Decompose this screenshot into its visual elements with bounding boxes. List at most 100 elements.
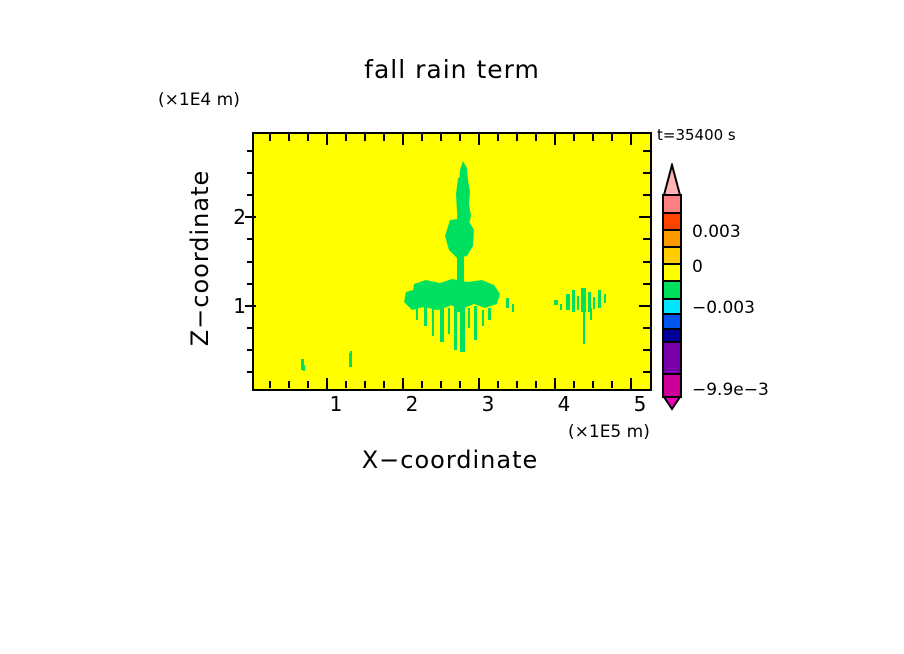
x-minor-tick-top [516, 134, 518, 141]
colorbar-band-over [662, 163, 682, 196]
x-minor-tick [288, 381, 290, 388]
x-major-tick [326, 378, 328, 389]
x-minor-tick-top [288, 134, 290, 141]
faint-speck-left [301, 359, 305, 371]
y-minor-tick [247, 238, 254, 240]
y-minor-tick [247, 150, 254, 152]
contour-field [254, 134, 650, 389]
x-minor-tick-top [535, 134, 537, 141]
y-minor-tick-right [643, 261, 650, 263]
colorbar-band [662, 229, 682, 248]
x-tick-label: 3 [481, 392, 495, 416]
x-minor-tick [497, 381, 499, 388]
y-minor-tick [247, 194, 254, 196]
x-minor-tick-top [421, 134, 423, 141]
x-major-tick [630, 378, 632, 389]
colorbar-band [662, 246, 682, 265]
y-major-tick [245, 216, 256, 218]
background-field [254, 134, 650, 389]
x-major-tick [402, 378, 404, 389]
x-major-tick-top [554, 134, 556, 145]
y-minor-tick [247, 349, 254, 351]
x-axis-title: X−coordinate [361, 446, 539, 474]
y-axis-title-text: Z−coordinate [186, 169, 214, 347]
x-minor-tick [516, 381, 518, 388]
colorbar-band [662, 313, 682, 330]
x-major-tick [478, 378, 480, 389]
x-minor-tick-top [497, 134, 499, 141]
x-minor-tick [592, 381, 594, 388]
colorbar-tick-label: −0.003 [692, 298, 755, 318]
x-minor-tick [307, 381, 309, 388]
x-minor-tick-top [440, 134, 442, 141]
secondary-rain-streaks [554, 288, 606, 344]
plot-area [252, 132, 652, 391]
colorbar-tick-label: 0 [692, 257, 703, 277]
colorbar-swatches [662, 163, 682, 411]
x-major-tick-top [402, 134, 404, 145]
colorbar-tick-label: −9.9e−3 [692, 380, 769, 400]
y-minor-tick-right [643, 238, 650, 240]
x-minor-tick-top [573, 134, 575, 141]
x-minor-tick [535, 381, 537, 388]
y-minor-tick-right [643, 172, 650, 174]
x-minor-tick [269, 381, 271, 388]
colorbar-band [662, 373, 682, 398]
x-minor-tick [459, 381, 461, 388]
x-minor-tick [440, 381, 442, 388]
colorbar-band-under [662, 396, 682, 411]
x-major-tick-top [326, 134, 328, 145]
y-minor-tick [247, 172, 254, 174]
x-tick-label: 2 [405, 392, 419, 416]
main-rain-plume [404, 161, 514, 352]
x-major-tick-top [478, 134, 480, 145]
colorbar-band [662, 298, 682, 315]
colorbar [660, 163, 684, 411]
x-minor-tick-top [364, 134, 366, 141]
y-minor-tick-right [643, 283, 650, 285]
x-minor-tick-top [383, 134, 385, 141]
colorbar-band [662, 328, 682, 343]
x-minor-tick [421, 381, 423, 388]
x-minor-tick-top [307, 134, 309, 141]
timestamp-label: t=35400 s [657, 126, 736, 144]
y-major-tick-right [639, 216, 650, 218]
y-minor-tick-right [643, 327, 650, 329]
x-minor-tick-top [345, 134, 347, 141]
colorbar-band [662, 212, 682, 231]
x-minor-tick-top [592, 134, 594, 141]
x-minor-tick-top [269, 134, 271, 141]
x-minor-tick [345, 381, 347, 388]
colorbar-tick-label: 0.003 [692, 222, 741, 242]
y-tick-label: 1 [233, 294, 246, 318]
faint-speck-mid-left [349, 351, 352, 367]
colorbar-band [662, 341, 682, 375]
y-minor-tick [247, 327, 254, 329]
y-minor-tick [247, 261, 254, 263]
x-minor-tick-top [459, 134, 461, 141]
colorbar-band [662, 280, 682, 300]
x-minor-tick [364, 381, 366, 388]
x-tick-label: 4 [557, 392, 571, 416]
y-minor-tick-right [643, 150, 650, 152]
x-tick-label: 1 [329, 392, 343, 416]
x-axis-units-label: (×1E5 m) [568, 422, 650, 442]
y-minor-tick [247, 283, 254, 285]
x-minor-tick [573, 381, 575, 388]
x-minor-tick [383, 381, 385, 388]
y-axis-title: Z−coordinate [186, 130, 214, 386]
x-minor-tick [611, 381, 613, 388]
y-minor-tick-right [643, 194, 650, 196]
x-major-tick [554, 378, 556, 389]
y-minor-tick [247, 371, 254, 373]
x-tick-label: 5 [633, 392, 647, 416]
colorbar-band [662, 263, 682, 282]
y-major-tick-right [639, 305, 650, 307]
y-major-tick [245, 305, 256, 307]
colorbar-band [662, 194, 682, 214]
y-minor-tick-right [643, 371, 650, 373]
y-axis-units-label: (×1E4 m) [158, 90, 240, 110]
x-minor-tick-top [611, 134, 613, 141]
y-tick-label: 2 [233, 205, 246, 229]
